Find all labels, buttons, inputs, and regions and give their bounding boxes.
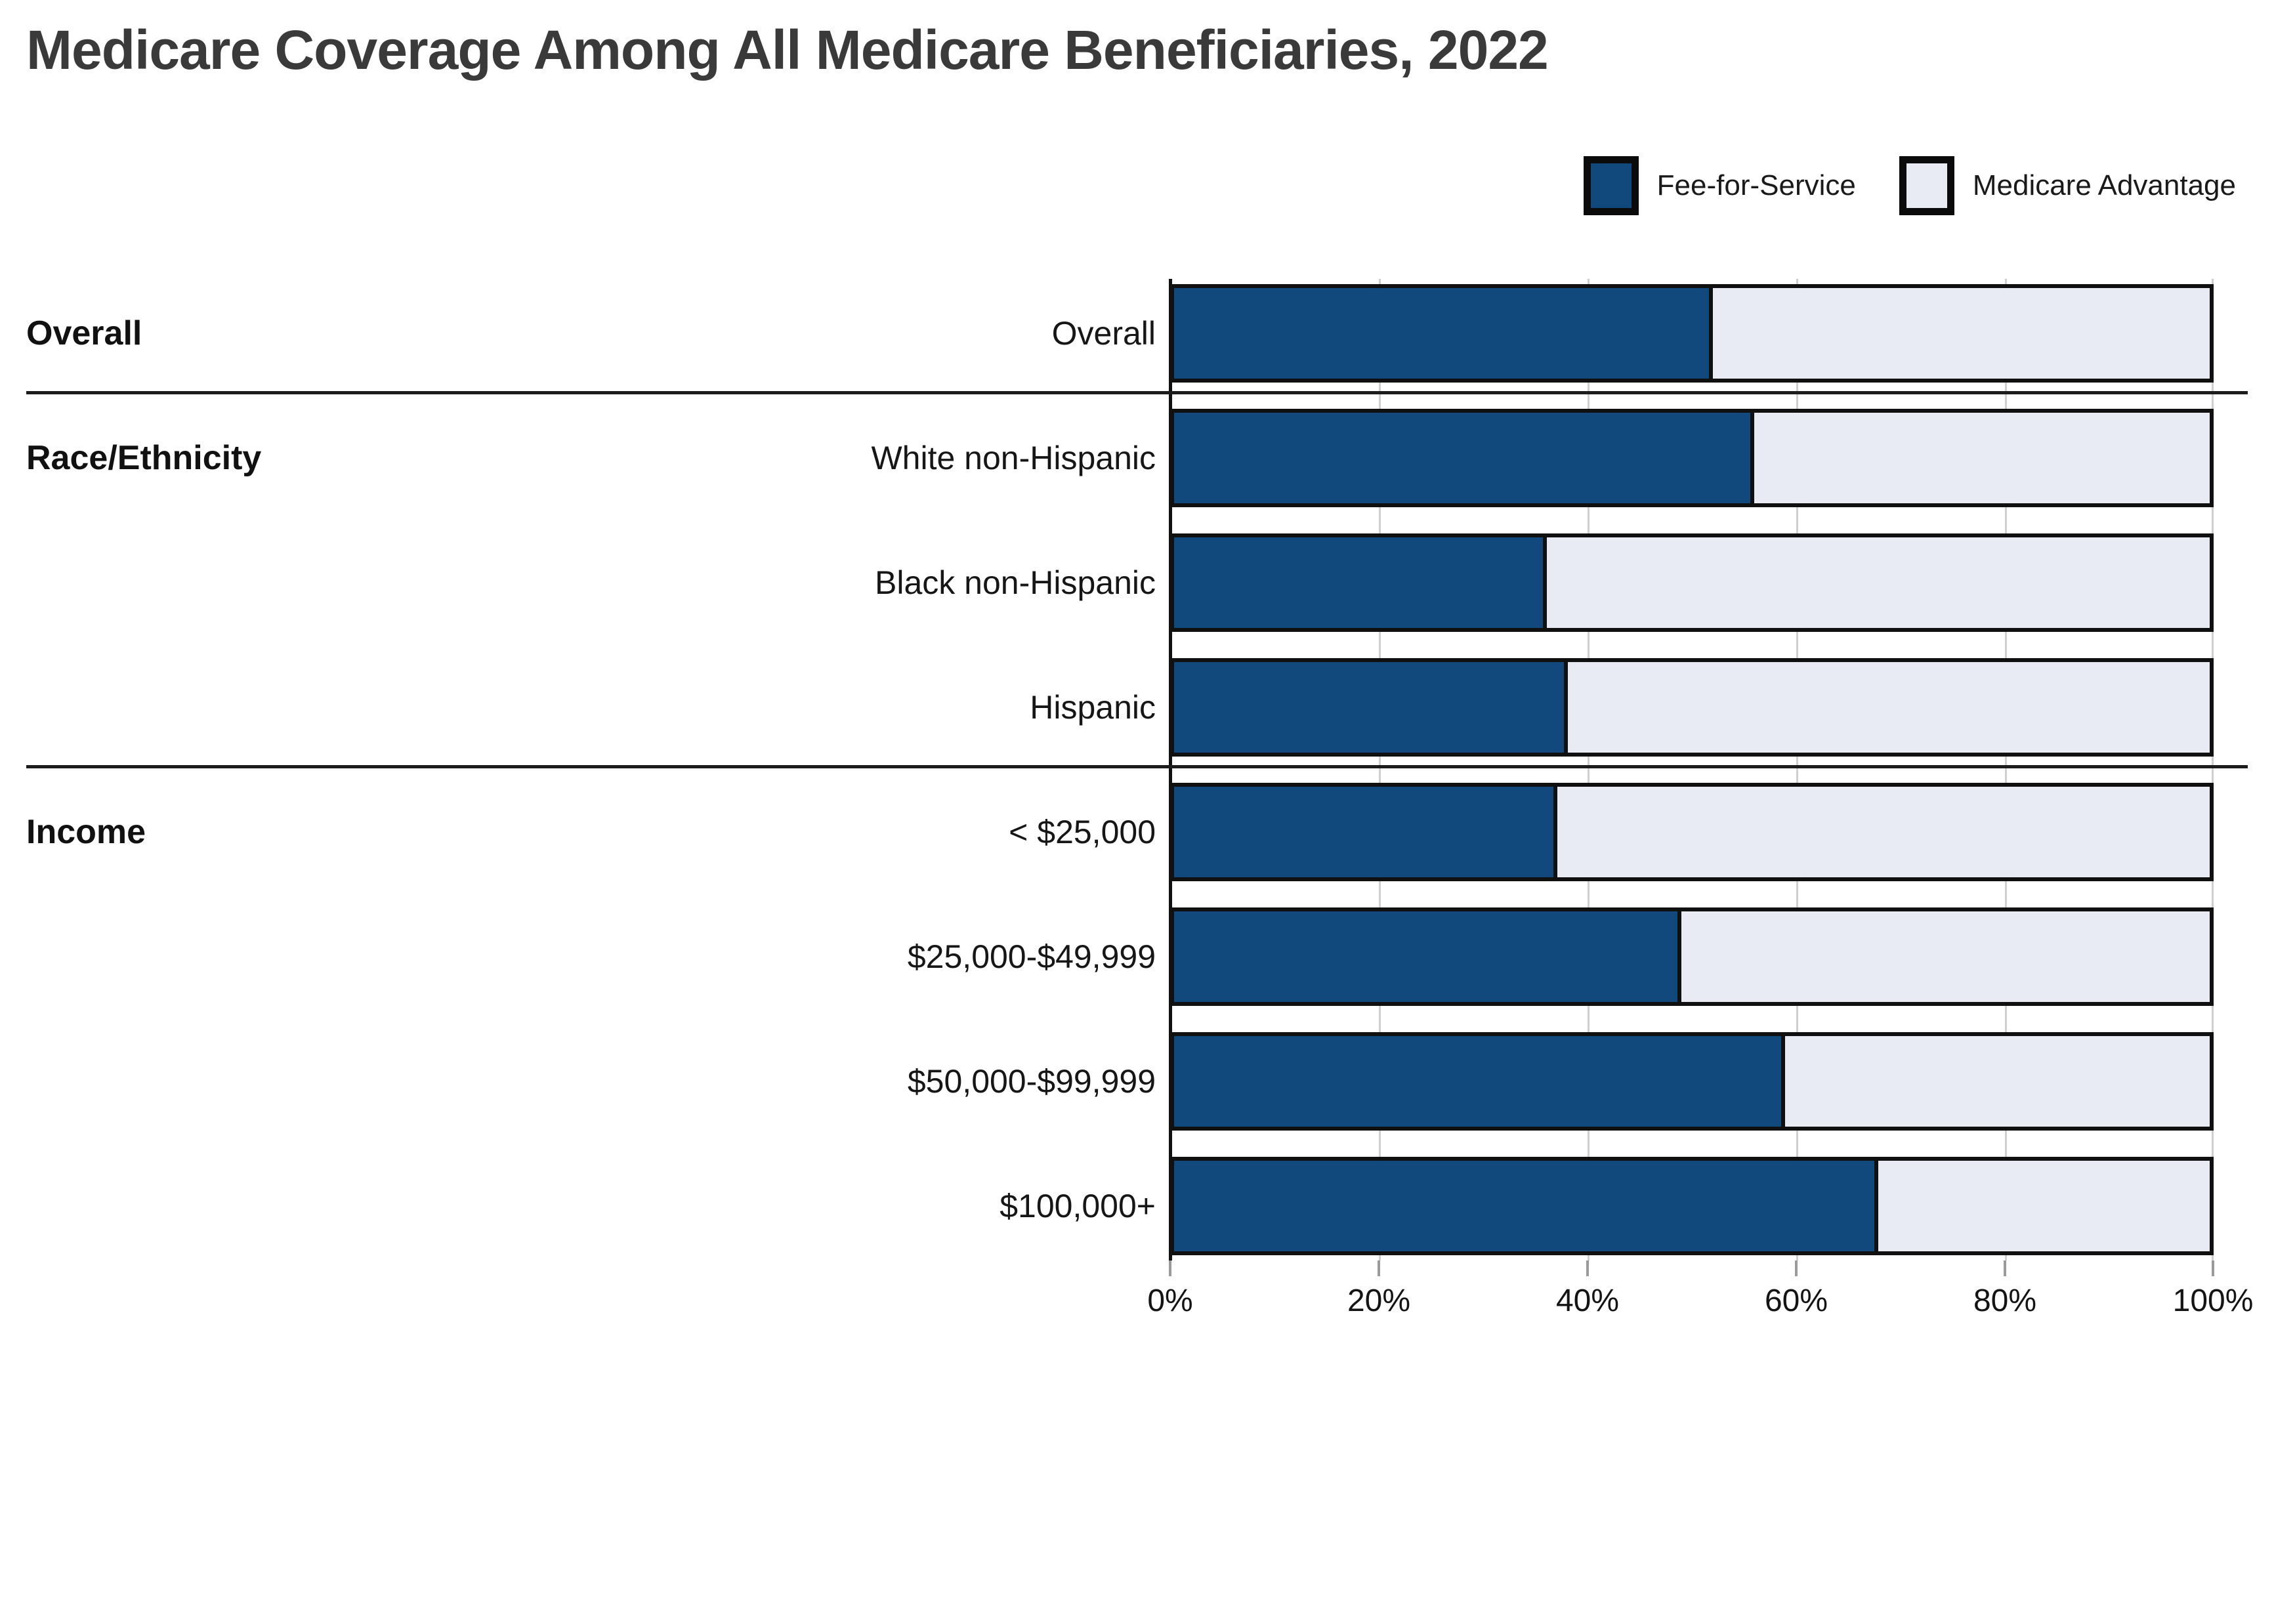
stacked-bar-medicare-advantage-segment (1170, 658, 2214, 757)
stacked-bar-medicare-advantage-segment (1170, 533, 2214, 632)
x-axis-tick (2212, 1260, 2214, 1276)
fee-for-service-segment (1174, 288, 1713, 379)
row-label: Black non-Hispanic (875, 564, 1156, 601)
x-axis-tick-label: 0% (1147, 1283, 1193, 1318)
stacked-bar-chart: Overall Race/Ethnicity Income Overall Wh… (26, 279, 2253, 1355)
bar-row-white-non-hispanic: White non-Hispanic (26, 409, 2248, 507)
stacked-bar-medicare-advantage-segment (1170, 284, 2214, 383)
group-label-overall: Overall (26, 314, 142, 352)
stacked-bar-medicare-advantage-segment (1170, 409, 2214, 507)
fee-for-service-segment (1174, 1161, 1879, 1251)
bar-row-black-non-hispanic: Black non-Hispanic (26, 533, 2248, 632)
row-label: < $25,000 (1009, 814, 1156, 850)
bar-row-overall: Overall (26, 284, 2248, 383)
section-separator (26, 391, 2248, 394)
gridline-20 (1379, 279, 1381, 1260)
legend-label: Fee-for-Service (1656, 169, 1856, 201)
fee-for-service-segment (1174, 1036, 1786, 1127)
fee-for-service-segment (1174, 413, 1754, 503)
row-label: White non-Hispanic (871, 440, 1156, 476)
section-separator (26, 765, 2248, 768)
stacked-bar-medicare-advantage-segment (1170, 907, 2214, 1006)
bar-row-income-25k-50k: $25,000-$49,999 (26, 907, 2248, 1006)
fee-for-service-segment (1174, 787, 1557, 877)
stacked-bar-medicare-advantage-segment (1170, 1157, 2214, 1255)
x-axis-tick (1169, 1260, 1171, 1276)
x-axis-tick-label: 60% (1764, 1283, 1828, 1318)
row-label: Overall (1051, 315, 1156, 352)
legend-item-medicare-advantage: Medicare Advantage (1899, 156, 2236, 215)
bar-row-income-100k-plus: $100,000+ (26, 1157, 2248, 1255)
bar-rows: Overall White non-Hispanic Black non-His… (26, 284, 2248, 1255)
bar-row-income-under-25k: < $25,000 (26, 783, 2248, 881)
x-axis-tick-label: 80% (1973, 1283, 2037, 1318)
legend-label: Medicare Advantage (1972, 169, 2236, 201)
gridline-40 (1588, 279, 1590, 1260)
row-label: $100,000+ (1000, 1188, 1156, 1224)
x-axis-tick (2004, 1260, 2006, 1276)
row-label: $50,000-$99,999 (907, 1063, 1156, 1100)
gridline-80 (2005, 279, 2007, 1260)
x-axis-tick-label: 40% (1555, 1283, 1620, 1318)
chart-title: Medicare Coverage Among All Medicare Ben… (26, 19, 1549, 81)
stacked-bar-medicare-advantage-segment (1170, 783, 2214, 881)
gridline-60 (1796, 279, 1798, 1260)
bar-row-income-50k-100k: $50,000-$99,999 (26, 1032, 2248, 1131)
medicare-advantage-swatch-icon (1899, 156, 1954, 215)
stacked-bar-medicare-advantage-segment (1170, 1032, 2214, 1131)
x-axis-tick (1586, 1260, 1589, 1276)
fee-for-service-segment (1174, 911, 1682, 1002)
row-label: Hispanic (1030, 689, 1156, 726)
gridline-100 (2212, 279, 2214, 1260)
legend-item-fee-for-service: Fee-for-Service (1583, 156, 1856, 215)
y-axis-line (1169, 279, 1172, 1260)
x-axis-tick-label: 20% (1347, 1283, 1411, 1318)
group-label-race-ethnicity: Race/Ethnicity (26, 439, 262, 477)
fee-for-service-swatch-icon (1583, 156, 1639, 215)
x-axis-tick (1378, 1260, 1380, 1276)
x-axis-tick (1795, 1260, 1798, 1276)
x-axis-tick-label: 100% (2172, 1283, 2254, 1318)
group-label-income: Income (26, 813, 146, 851)
legend: Fee-for-Service Medicare Advantage (1583, 156, 2236, 215)
bar-row-hispanic: Hispanic (26, 658, 2248, 757)
fee-for-service-segment (1174, 662, 1568, 753)
row-label: $25,000-$49,999 (907, 938, 1156, 975)
fee-for-service-segment (1174, 537, 1548, 628)
